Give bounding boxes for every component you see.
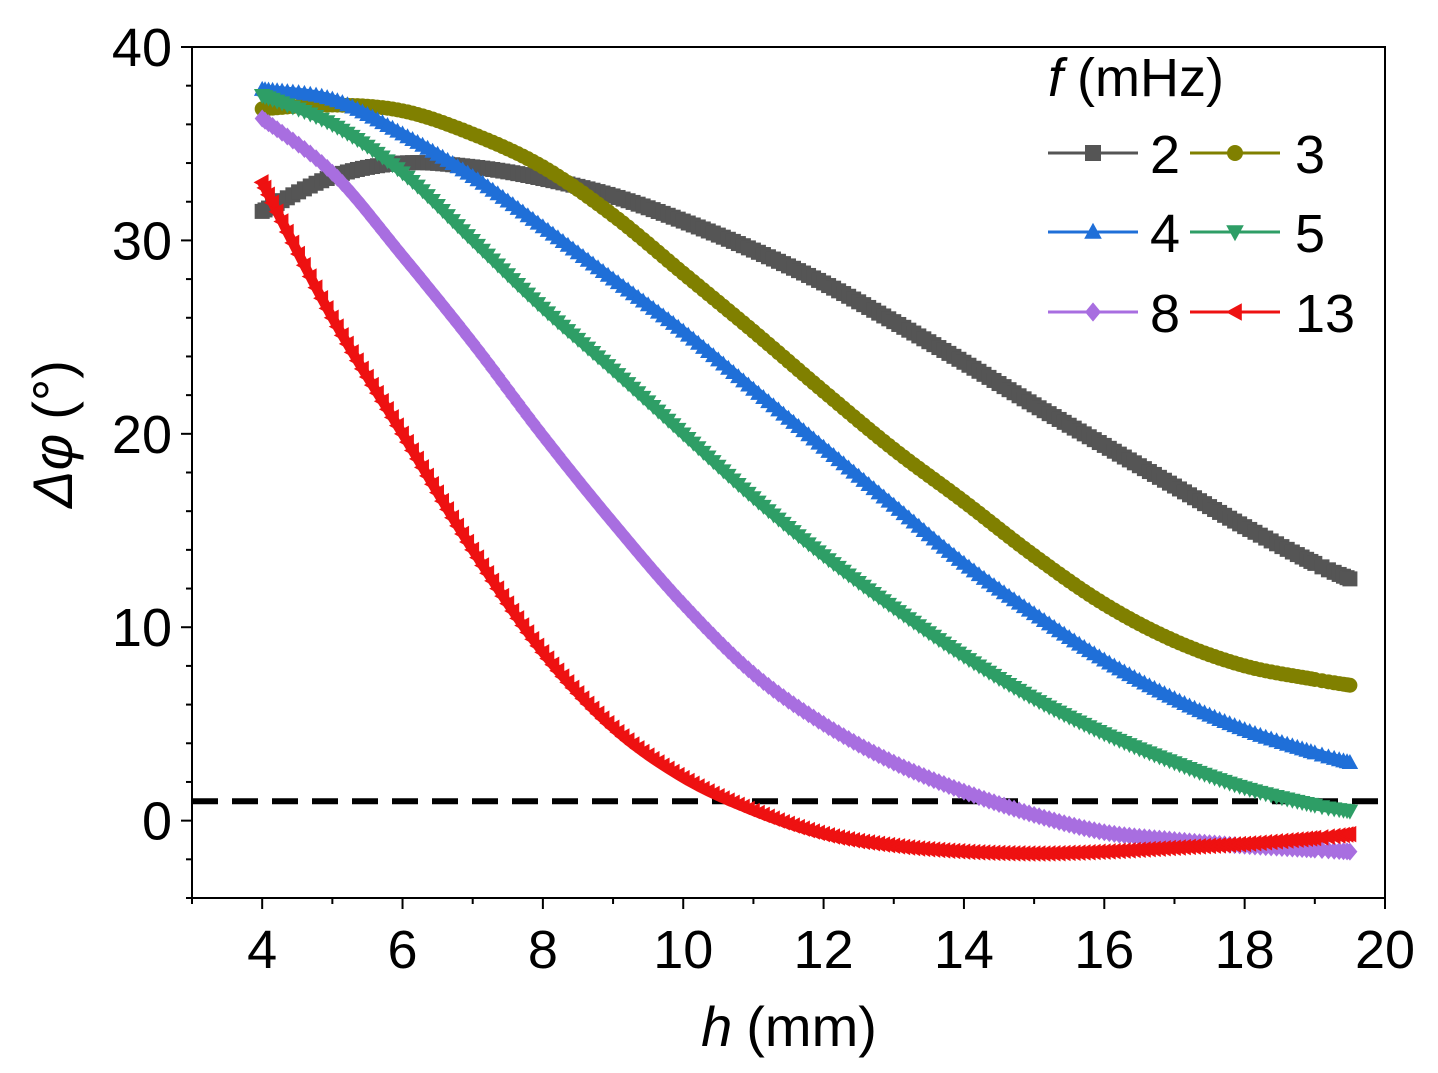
data-point	[1313, 829, 1329, 846]
axes-group: 4 6 8 10 12 14 16 18 20 0 10 20 30 40	[112, 18, 1415, 980]
legend-item-13: 13	[1190, 284, 1355, 344]
data-point	[423, 476, 439, 493]
data-point	[444, 509, 460, 526]
x-tick-label: 14	[934, 920, 994, 980]
x-tick-label: 6	[388, 920, 418, 980]
x-tick-label: 16	[1074, 920, 1134, 980]
data-point	[273, 213, 289, 230]
data-point	[278, 223, 294, 241]
legend-title: f (mHz)	[1048, 48, 1224, 108]
legend-label: 2	[1150, 125, 1180, 185]
series-2	[254, 155, 1358, 587]
data-point	[353, 360, 369, 378]
legend-item-2: 2	[1048, 125, 1180, 185]
y-tick-label: 10	[112, 598, 172, 658]
data-point	[1342, 842, 1358, 861]
data-point	[318, 300, 334, 317]
data-point	[307, 279, 323, 296]
legend-marker	[1085, 145, 1101, 161]
data-point	[469, 549, 485, 566]
data-point	[1341, 825, 1357, 843]
legend: f (mHz) 2 3 4 5 8 13	[1048, 48, 1355, 344]
data-point	[1306, 829, 1322, 847]
data-point	[398, 433, 414, 451]
data-point	[263, 194, 279, 212]
data-point	[284, 234, 300, 252]
x-tick-label: 12	[794, 920, 854, 980]
legend-marker	[1225, 303, 1242, 321]
data-point	[484, 572, 500, 590]
series-3	[254, 97, 1358, 693]
data-point	[328, 318, 344, 335]
data-point	[338, 335, 354, 353]
y-tick-label: 30	[112, 211, 172, 271]
data-point	[454, 525, 470, 543]
legend-label: 13	[1295, 284, 1355, 344]
data-point	[1341, 804, 1359, 820]
legend-label: 3	[1295, 125, 1325, 185]
legend-marker	[1084, 222, 1102, 239]
data-point	[479, 564, 495, 582]
legend-item-8: 8	[1048, 284, 1180, 344]
legend-label: 8	[1150, 284, 1180, 344]
data-point	[358, 368, 374, 386]
data-point	[301, 268, 317, 285]
legend-item-3: 3	[1190, 125, 1325, 185]
y-tick-label: 40	[112, 18, 172, 78]
legend-marker	[1085, 302, 1101, 322]
data-point	[313, 290, 329, 307]
data-point	[413, 459, 429, 476]
series-13	[253, 174, 1357, 862]
data-point	[434, 492, 450, 510]
x-tick-label: 20	[1355, 920, 1415, 980]
data-point	[408, 450, 424, 468]
data-point	[268, 203, 284, 221]
data-point	[474, 557, 490, 574]
y-axis-title: Δφ(°)	[21, 360, 84, 510]
y-tick-label: 0	[142, 792, 172, 852]
data-point	[489, 580, 505, 597]
x-tick-label: 4	[247, 920, 277, 980]
data-point	[383, 409, 399, 426]
data-point	[595, 501, 611, 520]
data-point	[388, 417, 404, 434]
data-point	[1342, 677, 1358, 693]
data-point	[464, 541, 480, 559]
data-point	[373, 392, 389, 410]
data-point	[343, 344, 359, 361]
data-point	[403, 442, 419, 459]
legend-label: 4	[1150, 204, 1180, 264]
data-point	[1342, 571, 1358, 587]
data-point	[323, 309, 339, 327]
data-point	[333, 327, 349, 344]
data-point	[363, 376, 379, 394]
x-tick-label: 8	[528, 920, 558, 980]
legend-item-5: 5	[1190, 204, 1325, 264]
series-group	[253, 80, 1359, 862]
data-point	[439, 501, 455, 518]
legend-marker	[1226, 225, 1244, 242]
x-tick-label: 18	[1215, 920, 1275, 980]
series-8	[254, 109, 1358, 861]
data-point	[295, 257, 311, 274]
legend-item-4: 4	[1048, 204, 1180, 264]
x-axis-title: h (mm)	[701, 995, 877, 1058]
data-point	[459, 533, 475, 551]
y-tick-label: 20	[112, 405, 172, 465]
legend-marker	[1227, 145, 1243, 161]
legend-label: 5	[1295, 204, 1325, 264]
data-point	[348, 352, 364, 369]
data-point	[428, 484, 444, 501]
x-tick-label: 10	[653, 920, 713, 980]
data-point	[368, 384, 384, 402]
data-point	[1341, 753, 1359, 769]
data-point	[449, 517, 465, 535]
series-4	[253, 80, 1359, 769]
data-point	[378, 401, 394, 418]
series-5	[253, 88, 1359, 820]
data-point	[393, 425, 409, 443]
data-point	[418, 467, 434, 485]
data-point	[289, 245, 305, 263]
